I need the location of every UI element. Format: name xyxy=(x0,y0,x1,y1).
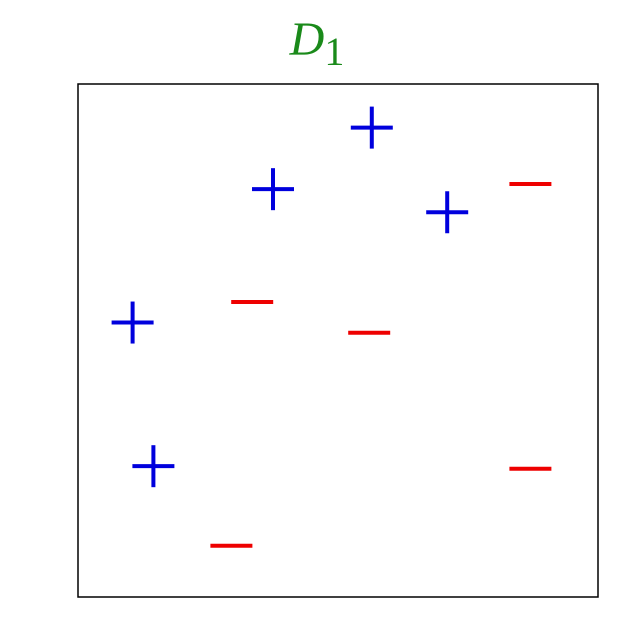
title-subscript: 1 xyxy=(324,29,345,74)
title-main: D xyxy=(289,13,325,66)
plus-marker-2: + xyxy=(426,191,469,234)
plus-marker-4: + xyxy=(132,445,175,488)
diagram-title: D1 xyxy=(0,10,634,74)
data-points: +++++−−−−− xyxy=(111,106,552,548)
plus-marker-3: + xyxy=(111,301,154,344)
plus-marker-0: + xyxy=(350,106,393,149)
plus-marker-1: + xyxy=(252,168,294,211)
plot-frame xyxy=(77,83,599,598)
